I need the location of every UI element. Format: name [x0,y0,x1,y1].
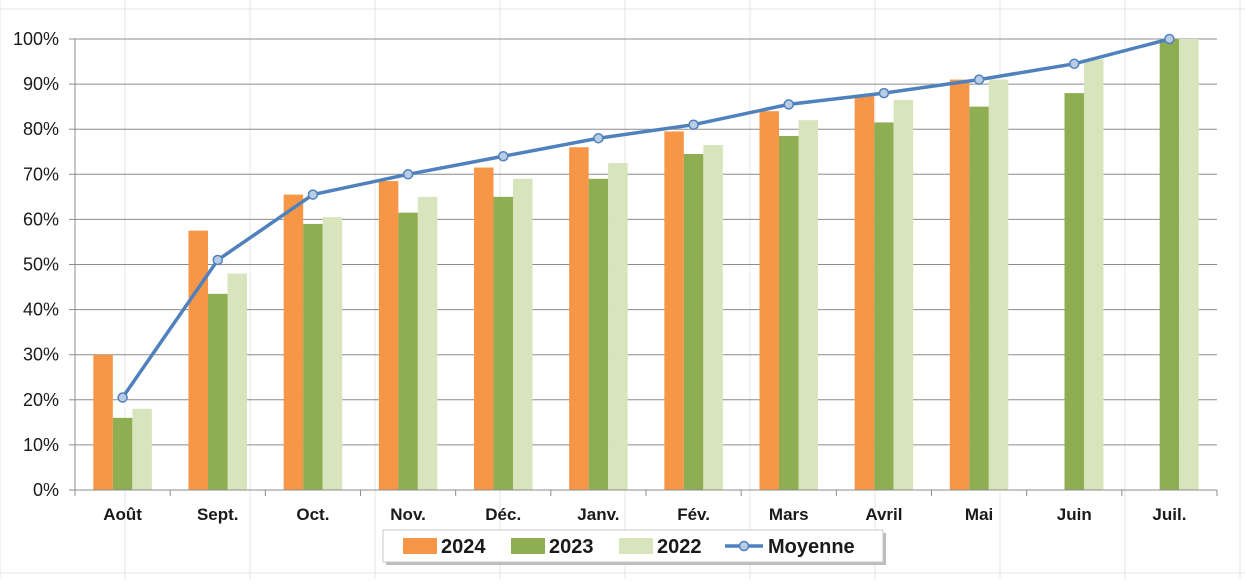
legend-swatch-2024 [403,538,437,554]
bar-2022 [798,120,818,491]
bar-2024 [474,167,494,490]
bar-2022 [417,196,438,490]
line-point-Moyenne [783,99,794,110]
bar-2022 [1084,59,1104,491]
bar-2023 [303,223,323,490]
bar-2024 [378,181,399,490]
x-tick-label: Avril [865,505,902,524]
legend-swatch-2022 [619,538,653,554]
x-tick-label: Oct. [296,505,329,524]
bar-2024 [759,111,779,490]
chart-gridlines [69,38,1217,491]
bar-2024 [569,147,589,491]
bar-2023 [112,417,133,490]
legend-marker-Moyenne [738,540,750,552]
bar-2023 [1064,93,1084,491]
bar-2024 [188,230,208,491]
line-point-Moyenne [973,74,985,85]
x-tick-label: Mars [769,505,809,524]
x-tick-label: Sept. [197,505,239,524]
bar-2023 [969,106,989,491]
bar-2023 [1159,39,1180,490]
line-point-Moyenne [498,151,509,162]
bar-2024 [949,79,970,490]
bar-2023 [208,293,228,490]
chart-legend: 2024 2023 2022 Moyenne [382,529,886,565]
bar-2022 [227,273,247,490]
bar-2023 [588,178,609,490]
bar-2024 [664,131,684,490]
line-point-Moyenne [212,254,223,266]
legend-label: 2022 [657,536,702,558]
bar-2022 [988,79,1009,490]
chart-axes [74,39,1218,496]
line-point-Moyenne [593,132,604,144]
y-tick-label: 10% [23,435,59,455]
bar-2023 [779,135,799,490]
bar-2024 [854,95,875,490]
y-tick-label: 80% [23,119,59,139]
y-tick-label: 0% [33,480,59,500]
x-tick-label: Juil. [1152,505,1186,524]
y-tick-label: 50% [23,255,59,275]
bar-2022 [322,217,343,490]
x-axis-tick-labels: Août Sept. Oct. Nov. Déc. Janv. Fév. Mars Avril M… [103,505,1186,524]
bar-2022 [1179,39,1199,490]
bar-2022 [132,408,152,490]
y-tick-label: 100% [13,29,59,49]
x-tick-label: Fév. [677,505,710,524]
x-tick-label: Août [103,505,142,524]
line-point-Moyenne [688,119,699,130]
bar-2023 [493,196,513,490]
line-point-Moyenne [1164,33,1175,45]
y-tick-label: 20% [23,390,59,410]
bar-2023 [683,154,704,490]
line-point-Moyenne [307,189,319,200]
y-tick-label: 30% [23,345,59,365]
line-point-Moyenne [878,87,890,99]
bar-2024 [283,194,304,490]
x-tick-label: Déc. [485,505,521,524]
line-Moyenne [121,37,1170,399]
y-tick-label: 90% [23,74,59,94]
line-point-Moyenne [117,392,128,403]
line-series [117,33,1175,403]
bar-2022 [703,144,723,491]
bar-2022 [893,99,914,490]
x-tick-label: Mai [965,505,993,524]
legend-label: 2024 [441,536,486,558]
y-tick-label: 40% [23,300,59,320]
y-tick-label: 70% [23,164,59,184]
bar-2022 [513,178,533,490]
line-point-Moyenne [1069,58,1080,70]
bar-2024 [93,354,113,490]
y-axis-tick-labels: 0% 10% 20% 30% 40% 50% 60% 70% 80% 90% 100% [13,29,59,500]
y-tick-label: 60% [23,209,59,229]
bar-2023 [874,122,894,490]
x-tick-label: Janv. [577,505,619,524]
legend-label: 2023 [549,536,594,558]
x-tick-label: Nov. [390,505,426,524]
legend-label: Moyenne [768,536,855,558]
x-tick-label: Juin [1057,505,1092,524]
legend-swatch-2023 [511,538,545,554]
bar-2023 [398,212,418,490]
bar-series [93,39,1199,491]
bar-2022 [608,163,628,490]
line-point-Moyenne [402,169,414,180]
